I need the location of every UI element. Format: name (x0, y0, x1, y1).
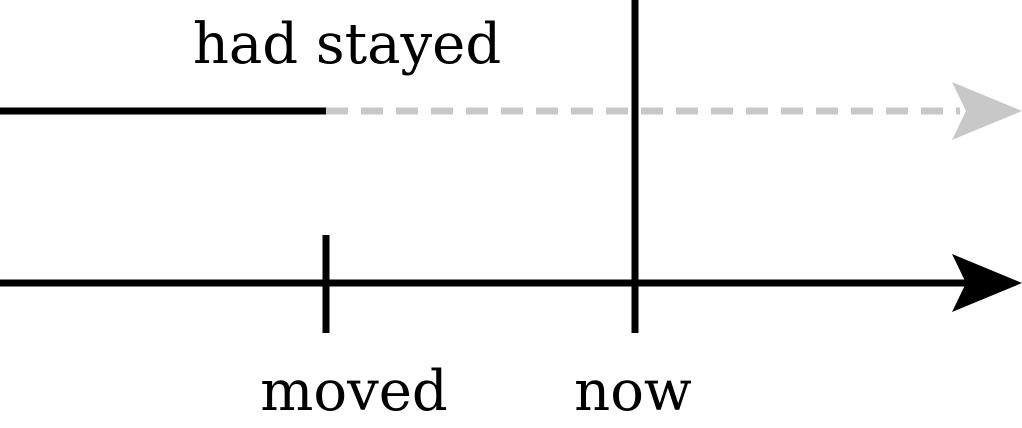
stayed-arrowhead (952, 82, 1022, 140)
now-label: now (574, 359, 692, 424)
had-stayed-label: had stayed (193, 12, 501, 77)
moved-label: moved (260, 359, 447, 424)
main-timeline-arrowhead (952, 254, 1022, 312)
